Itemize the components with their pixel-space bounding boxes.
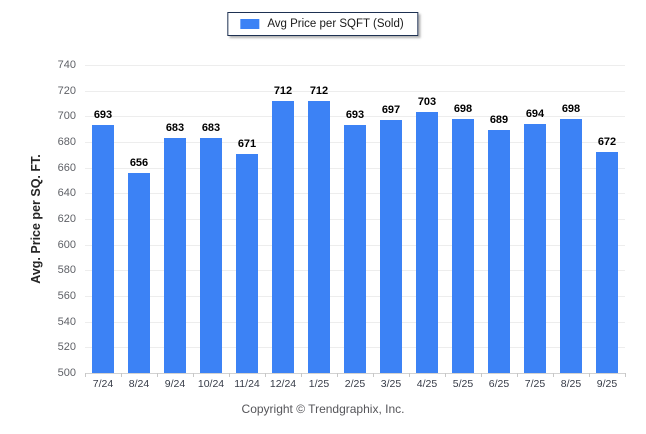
- x-axis-tick: [337, 373, 338, 377]
- x-axis-tick: [301, 373, 302, 377]
- x-axis-tick: [229, 373, 230, 377]
- legend-label: Avg Price per SQFT (Sold): [267, 18, 404, 30]
- bar-value-label: 689: [489, 114, 509, 127]
- bar: [452, 118, 474, 373]
- x-axis-tick: [553, 373, 554, 377]
- x-axis-tick: [409, 373, 410, 377]
- bar-value-label: 712: [309, 84, 329, 97]
- bar: [128, 172, 150, 373]
- bar-value-label: 693: [345, 109, 365, 122]
- x-axis-tick: [373, 373, 374, 377]
- x-tick-label: 6/25: [488, 378, 510, 390]
- bar-value-label: 672: [597, 136, 617, 149]
- bar: [488, 130, 510, 373]
- x-axis-tick: [481, 373, 482, 377]
- x-axis-tick: [265, 373, 266, 377]
- x-axis-line: [85, 373, 625, 374]
- bar: [524, 124, 546, 373]
- x-tick-label: 3/25: [380, 378, 402, 390]
- bar-value-label: 697: [381, 104, 401, 117]
- y-tick-label: 620: [57, 213, 76, 225]
- x-tick-label: 1/25: [308, 378, 330, 390]
- bar-value-label: 683: [165, 122, 185, 135]
- bar-value-label: 683: [201, 122, 221, 135]
- bar: [164, 138, 186, 373]
- bar-value-label: 656: [129, 156, 149, 169]
- y-tick-label: 700: [57, 110, 76, 123]
- x-tick-label: 9/24: [164, 378, 186, 390]
- x-tick-label: 7/25: [524, 378, 546, 390]
- bar: [596, 152, 618, 373]
- bar-value-label: 703: [417, 96, 437, 109]
- y-tick-label: 720: [57, 84, 76, 97]
- x-axis-tick: [193, 373, 194, 377]
- y-tick-label: 540: [57, 315, 76, 328]
- bar: [416, 112, 438, 373]
- plot-area: 500 520 540 560 580 600 620 640 660 680 700 720 740 6…: [58, 59, 626, 390]
- x-axis-tick: [625, 373, 626, 377]
- y-tick-label: 560: [57, 290, 76, 302]
- y-tick-label: 580: [57, 264, 76, 277]
- y-tick-label: 600: [57, 238, 76, 251]
- x-axis-tick: [121, 373, 122, 377]
- gridline: [85, 116, 625, 118]
- x-tick-label: 8/24: [128, 378, 150, 390]
- x-tick-label: 2/25: [344, 378, 366, 390]
- y-tick-label: 740: [57, 59, 76, 71]
- y-tick-label: 640: [57, 187, 76, 200]
- x-tick-label: 4/25: [416, 378, 438, 390]
- bar: [344, 125, 366, 373]
- bar: [236, 153, 258, 373]
- y-tick-label: 680: [57, 136, 76, 148]
- bar: [92, 125, 114, 373]
- x-axis-tick: [589, 373, 590, 377]
- copyright-text: Copyright © Trendgraphix, Inc.: [241, 402, 405, 416]
- bar-value-label: 693: [93, 109, 113, 122]
- gridline: [85, 90, 625, 92]
- legend-swatch-icon: [240, 19, 260, 29]
- x-tick-label: 12/24: [269, 378, 297, 390]
- x-axis-tick: [517, 373, 518, 377]
- bar: [200, 138, 222, 373]
- y-tick-label: 660: [57, 161, 76, 174]
- legend: Avg Price per SQFT (Sold): [227, 12, 419, 36]
- bar-value-label: 694: [525, 108, 545, 121]
- x-axis-tick: [85, 373, 86, 377]
- x-tick-label: 10/24: [197, 378, 225, 390]
- x-axis-tick: [157, 373, 158, 377]
- y-tick-label: 520: [57, 341, 76, 354]
- x-tick-label: 9/25: [596, 378, 618, 390]
- bar-value-label: 671: [237, 137, 257, 150]
- bar-value-label: 698: [453, 102, 473, 115]
- bar: [380, 120, 402, 373]
- gridline: [85, 65, 625, 66]
- x-tick-label: 8/25: [560, 378, 582, 390]
- x-tick-label: 5/25: [452, 378, 474, 390]
- bar-value-label: 698: [561, 102, 581, 115]
- bar: [308, 100, 330, 373]
- x-tick-label: 11/24: [234, 378, 260, 390]
- x-tick-label: 7/24: [92, 378, 114, 390]
- bar: [560, 118, 582, 373]
- bar: [272, 100, 294, 373]
- y-axis-title: Avg. Price per SQ. FT.: [29, 154, 43, 284]
- y-tick-label: 500: [57, 367, 76, 379]
- bar-value-label: 712: [273, 84, 293, 97]
- x-axis-tick: [445, 373, 446, 377]
